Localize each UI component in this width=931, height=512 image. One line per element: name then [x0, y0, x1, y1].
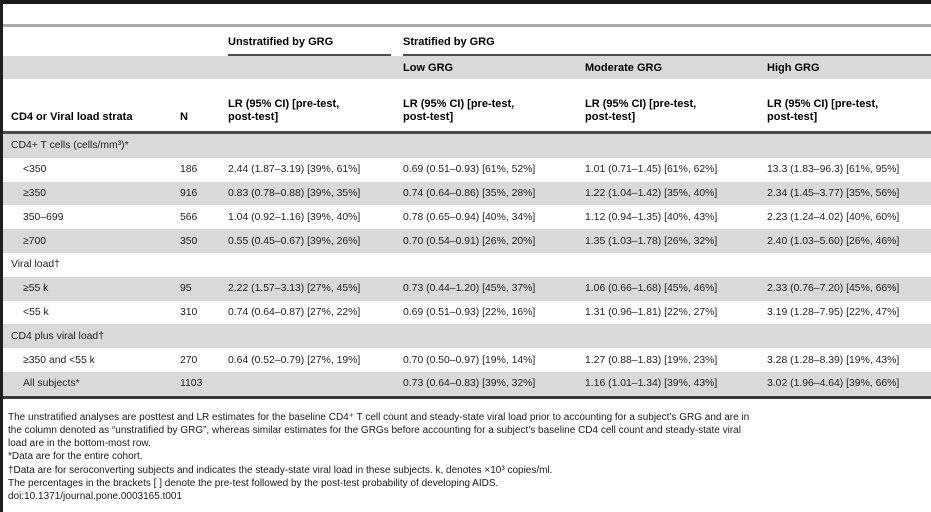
- group-header-row: Unstratified by GRG Stratified by GRG: [3, 27, 931, 56]
- column-header-row: CD4 or Viral load strata N LR (95% CI) […: [3, 79, 931, 131]
- cell-lr-unstratified: 0.64 (0.52–0.79) [27%, 19%]: [228, 354, 361, 366]
- lr-header-low-grg: LR (95% CI) [pre-test, post-test]: [403, 98, 585, 124]
- lr-header-line1: LR (95% CI) [pre-test,: [228, 98, 340, 110]
- cell-strata: ≥350 and <55 k: [23, 354, 95, 366]
- footnote-line: The percentages in the brackets [ ] deno…: [8, 477, 499, 489]
- cell-strata: 350–699: [23, 211, 64, 223]
- cell-lr-moderate-grg: 1.06 (0.66–1.68) [45%, 46%]: [585, 283, 718, 295]
- section-header-row: CD4 plus viral load†: [3, 324, 931, 349]
- lr-header-high-grg: LR (95% CI) [pre-test, post-test]: [767, 98, 931, 124]
- unstratified-group-header: Unstratified by GRG: [228, 36, 334, 48]
- cell-lr-moderate-grg: 1.35 (1.03–1.78) [26%, 32%]: [585, 235, 718, 247]
- cell-lr-high-grg: 13.3 (1.83–96.3) [61%, 95%]: [767, 164, 900, 176]
- cell-lr-low-grg: 0.70 (0.54–0.91) [26%, 20%]: [403, 235, 536, 247]
- top-spacer: [3, 4, 931, 24]
- table-row: ≥700 350 0.55 (0.45–0.67) [39%, 26%] 0.70 (…: [3, 229, 931, 253]
- table-row: <350 186 2.44 (1.87–3.19) [39%, 61%] 0.69 (…: [3, 158, 931, 182]
- footnotes: The unstratified analyses are posttest a…: [3, 411, 931, 503]
- cell-lr-moderate-grg: 1.31 (0.96–1.81) [22%, 27%]: [585, 306, 718, 318]
- doi-line: doi:10.1371/journal.pone.0003165.t001: [8, 490, 183, 502]
- cell-lr-high-grg: 3.28 (1.28–8.39) [19%, 43%]: [767, 354, 900, 366]
- footnote-line: the column denoted as “unstratified by G…: [8, 424, 741, 436]
- table-row: 350–699 566 1.04 (0.92–1.16) [39%, 40%] 0.7…: [3, 205, 931, 229]
- cell-lr-low-grg: 0.73 (0.64–0.83) [39%, 32%]: [403, 378, 536, 390]
- cell-lr-low-grg: 0.69 (0.51–0.93) [61%, 52%]: [403, 164, 536, 176]
- footnote-line: †Data are for seroconverting subjects an…: [8, 464, 553, 476]
- lr-header-line2: post-test]: [228, 111, 279, 123]
- cell-lr-high-grg: 3.19 (1.28–7.95) [22%, 47%]: [767, 306, 900, 318]
- top-black-rule: [3, 0, 931, 4]
- cell-lr-unstratified: 2.44 (1.87–3.19) [39%, 61%]: [228, 164, 361, 176]
- lr-header-line1: LR (95% CI) [pre-test,: [585, 98, 697, 110]
- cell-lr-moderate-grg: 1.01 (0.71–1.45) [61%, 62%]: [585, 164, 718, 176]
- low-grg-header: Low GRG: [403, 61, 454, 74]
- cell-strata: ≥350: [23, 187, 47, 199]
- cell-lr-moderate-grg: 1.22 (1.04–1.42) [35%, 40%]: [585, 187, 718, 199]
- lr-header-line2: post-test]: [585, 111, 636, 123]
- table-top-rule: [3, 24, 931, 27]
- table-body: CD4+ T cells (cells/mm³)* <350 186 2.44 (1.…: [3, 134, 931, 396]
- cell-lr-unstratified: 0.74 (0.64–0.87) [27%, 22%]: [228, 306, 361, 318]
- cell-strata: ≥700: [23, 235, 47, 247]
- cell-strata: <55 k: [23, 306, 49, 318]
- cell-lr-low-grg: 0.73 (0.44–1.20) [45%, 37%]: [403, 283, 536, 295]
- cell-n: 350: [180, 235, 198, 247]
- footnote-line: The unstratified analyses are posttest a…: [8, 411, 750, 423]
- lr-header-unstratified: LR (95% CI) [pre-test, post-test]: [228, 98, 403, 124]
- cell-n: 95: [180, 283, 192, 295]
- cell-n: 186: [180, 164, 198, 176]
- strata-column-header: CD4 or Viral load strata: [11, 111, 133, 123]
- cell-n: 916: [180, 187, 198, 199]
- table-row: <55 k 310 0.74 (0.64–0.87) [27%, 22%] 0.69 …: [3, 301, 931, 325]
- lr-header-line2: post-test]: [403, 111, 454, 123]
- cell-lr-unstratified: 0.83 (0.78–0.88) [39%, 35%]: [228, 187, 361, 199]
- table-row: All subjects* 1103 0.73 (0.64–0.83) [39%, …: [3, 371, 931, 396]
- footnote-line: load are in the bottom-most row.: [8, 438, 151, 450]
- cell-n: 566: [180, 211, 198, 223]
- lr-header-moderate-grg: LR (95% CI) [pre-test, post-test]: [585, 98, 767, 124]
- table-row: ≥55 k 95 2.22 (1.57–3.13) [27%, 45%] 0.73 (…: [3, 276, 931, 301]
- cell-lr-high-grg: 2.23 (1.24–4.02) [40%, 60%]: [767, 211, 900, 223]
- cell-lr-high-grg: 2.34 (1.45–3.77) [35%, 56%]: [767, 187, 900, 199]
- cell-strata: All subjects*: [23, 378, 80, 390]
- cell-lr-high-grg: 2.33 (0.76–7.20) [45%, 66%]: [767, 283, 900, 295]
- cell-lr-low-grg: 0.78 (0.65–0.94) [40%, 34%]: [403, 211, 536, 223]
- stratified-group-cell: Stratified by GRG: [403, 32, 931, 56]
- cell-lr-low-grg: 0.69 (0.51–0.93) [22%, 16%]: [403, 306, 536, 318]
- lr-header-line1: LR (95% CI) [pre-test,: [767, 98, 879, 110]
- n-column-header: N: [180, 111, 188, 123]
- cell-strata: <350: [23, 164, 47, 176]
- cell-lr-low-grg: 0.74 (0.64–0.86) [35%, 28%]: [403, 187, 536, 199]
- section-header-row: CD4+ T cells (cells/mm³)*: [3, 134, 931, 158]
- section-header-row: Viral load†: [11, 259, 60, 271]
- cell-n: 1103: [180, 378, 203, 390]
- cell-n: 270: [180, 354, 198, 366]
- cell-lr-moderate-grg: 1.12 (0.94–1.35) [40%, 43%]: [585, 211, 718, 223]
- cell-lr-moderate-grg: 1.16 (1.01–1.34) [39%, 43%]: [585, 378, 718, 390]
- cell-lr-unstratified: 1.04 (0.92–1.16) [39%, 40%]: [228, 211, 361, 223]
- table-row: ≥350 916 0.83 (0.78–0.88) [39%, 35%] 0.74 (…: [3, 181, 931, 206]
- cell-lr-low-grg: 0.70 (0.50–0.97) [19%, 14%]: [403, 354, 536, 366]
- cell-lr-high-grg: 2.40 (1.03–5.60) [26%, 46%]: [767, 235, 900, 247]
- footnote-line: *Data are for the entire cohort.: [8, 451, 143, 463]
- high-grg-header: High GRG: [767, 61, 820, 74]
- cell-strata: ≥55 k: [23, 283, 49, 295]
- cell-lr-high-grg: 3.02 (1.96–4.64) [39%, 66%]: [767, 378, 900, 390]
- stratified-group-header: Stratified by GRG: [403, 36, 495, 48]
- cell-n: 310: [180, 306, 198, 318]
- cell-lr-moderate-grg: 1.27 (0.88–1.83) [19%, 23%]: [585, 354, 718, 366]
- table-bottom-rule: [3, 395, 931, 399]
- cell-lr-unstratified: 0.55 (0.45–0.67) [39%, 26%]: [228, 235, 361, 247]
- grg-subheader-row: Low GRG Moderate GRG High GRG: [3, 56, 931, 79]
- lr-header-line1: LR (95% CI) [pre-test,: [403, 98, 515, 110]
- unstratified-group-cell: Unstratified by GRG: [228, 32, 391, 56]
- header-body-separator: [3, 131, 931, 134]
- moderate-grg-header: Moderate GRG: [585, 61, 663, 74]
- cell-lr-unstratified: 2.22 (1.57–3.13) [27%, 45%]: [228, 283, 361, 295]
- table-row: ≥350 and <55 k 270 0.64 (0.52–0.79) [27%, …: [3, 348, 931, 372]
- lr-header-line2: post-test]: [767, 111, 818, 123]
